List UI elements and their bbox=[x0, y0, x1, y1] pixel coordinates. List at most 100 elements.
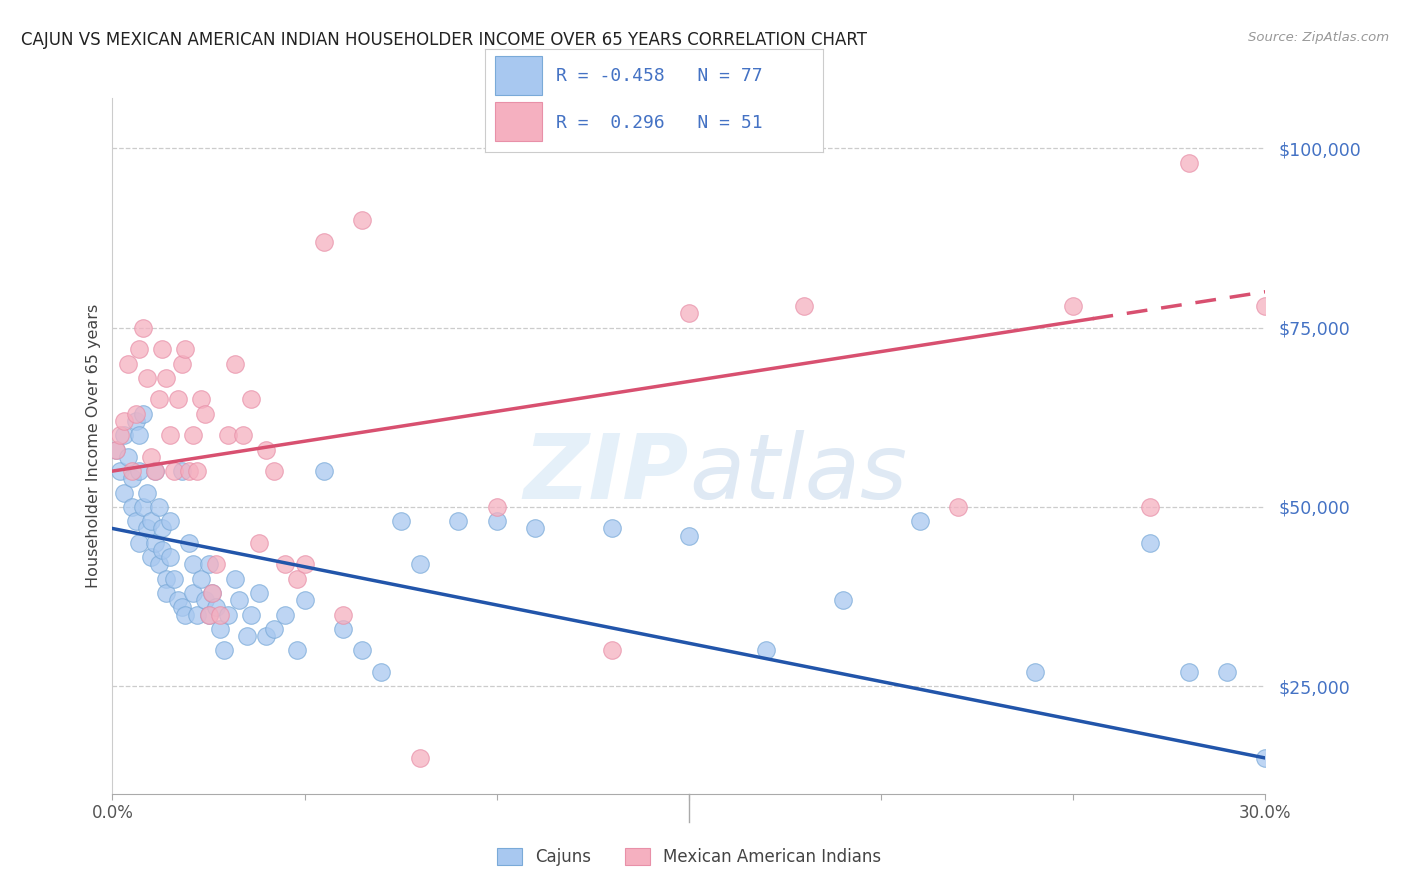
Point bbox=[197, 607, 219, 622]
Point bbox=[105, 442, 128, 457]
Point bbox=[678, 306, 700, 320]
Point bbox=[159, 428, 181, 442]
Point bbox=[159, 514, 181, 528]
Point bbox=[112, 414, 135, 428]
Point bbox=[186, 607, 208, 622]
Point bbox=[274, 607, 297, 622]
Point bbox=[136, 521, 159, 535]
Point bbox=[212, 643, 235, 657]
Point bbox=[117, 450, 139, 464]
Point bbox=[152, 543, 174, 558]
Point bbox=[112, 428, 135, 442]
Point bbox=[155, 586, 177, 600]
Point bbox=[831, 593, 853, 607]
Point bbox=[194, 593, 217, 607]
Text: ZIP: ZIP bbox=[523, 430, 689, 518]
Point bbox=[908, 514, 931, 528]
Point bbox=[170, 464, 193, 478]
Point bbox=[166, 593, 188, 607]
Point bbox=[294, 558, 316, 572]
Point bbox=[132, 407, 155, 421]
Point bbox=[148, 392, 170, 407]
Point bbox=[1139, 536, 1161, 550]
Point bbox=[352, 213, 374, 227]
Point bbox=[1254, 751, 1277, 765]
Point bbox=[143, 464, 166, 478]
Point bbox=[485, 500, 508, 514]
Point bbox=[1139, 500, 1161, 514]
Point bbox=[148, 558, 170, 572]
Point bbox=[209, 622, 232, 636]
Point bbox=[1216, 665, 1239, 679]
Point bbox=[128, 428, 150, 442]
Point bbox=[174, 607, 197, 622]
Point bbox=[159, 550, 181, 565]
Point bbox=[409, 751, 432, 765]
Point bbox=[174, 342, 197, 356]
Point bbox=[181, 586, 204, 600]
Point bbox=[254, 629, 277, 643]
Text: R = -0.458   N = 77: R = -0.458 N = 77 bbox=[555, 67, 762, 85]
Point bbox=[124, 407, 146, 421]
Point bbox=[294, 593, 316, 607]
Point bbox=[352, 643, 374, 657]
Point bbox=[217, 607, 239, 622]
Point bbox=[132, 320, 155, 334]
Point bbox=[170, 600, 193, 615]
Point bbox=[312, 464, 335, 478]
Point bbox=[181, 558, 204, 572]
Text: CAJUN VS MEXICAN AMERICAN INDIAN HOUSEHOLDER INCOME OVER 65 YEARS CORRELATION CH: CAJUN VS MEXICAN AMERICAN INDIAN HOUSEHO… bbox=[21, 31, 868, 49]
Point bbox=[285, 572, 308, 586]
Point bbox=[239, 607, 262, 622]
Legend: Cajuns, Mexican American Indians: Cajuns, Mexican American Indians bbox=[491, 841, 887, 872]
Point bbox=[1177, 665, 1199, 679]
Point bbox=[136, 371, 159, 385]
Point bbox=[105, 442, 128, 457]
Point bbox=[1177, 155, 1199, 169]
Point bbox=[148, 500, 170, 514]
Point bbox=[128, 342, 150, 356]
Point bbox=[136, 485, 159, 500]
Point bbox=[201, 586, 224, 600]
Point bbox=[117, 357, 139, 371]
Point bbox=[163, 464, 186, 478]
Point bbox=[205, 600, 228, 615]
Bar bbox=[495, 56, 543, 95]
Bar bbox=[495, 103, 543, 141]
Point bbox=[179, 536, 201, 550]
Point bbox=[128, 464, 150, 478]
Point bbox=[254, 442, 277, 457]
Point bbox=[197, 558, 219, 572]
Point bbox=[600, 643, 623, 657]
Point bbox=[186, 464, 208, 478]
Point bbox=[197, 607, 219, 622]
Point bbox=[1254, 299, 1277, 313]
Point bbox=[124, 414, 146, 428]
Point bbox=[793, 299, 815, 313]
Point bbox=[209, 607, 232, 622]
Point bbox=[224, 572, 246, 586]
Point bbox=[524, 521, 547, 535]
Point bbox=[108, 428, 131, 442]
Y-axis label: Householder Income Over 65 years: Householder Income Over 65 years bbox=[86, 304, 101, 588]
Point bbox=[228, 593, 250, 607]
Point bbox=[224, 357, 246, 371]
Point bbox=[247, 536, 270, 550]
Point bbox=[143, 536, 166, 550]
Point bbox=[155, 572, 177, 586]
Text: atlas: atlas bbox=[689, 430, 907, 518]
Point bbox=[128, 536, 150, 550]
Point bbox=[190, 572, 212, 586]
Point bbox=[190, 392, 212, 407]
Point bbox=[163, 572, 186, 586]
Point bbox=[232, 428, 254, 442]
Point bbox=[370, 665, 392, 679]
Text: R =  0.296   N = 51: R = 0.296 N = 51 bbox=[555, 114, 762, 132]
Text: Source: ZipAtlas.com: Source: ZipAtlas.com bbox=[1249, 31, 1389, 45]
Point bbox=[247, 586, 270, 600]
Point bbox=[108, 464, 131, 478]
Point bbox=[139, 514, 162, 528]
Point bbox=[121, 471, 143, 485]
Point bbox=[170, 357, 193, 371]
Point bbox=[152, 342, 174, 356]
